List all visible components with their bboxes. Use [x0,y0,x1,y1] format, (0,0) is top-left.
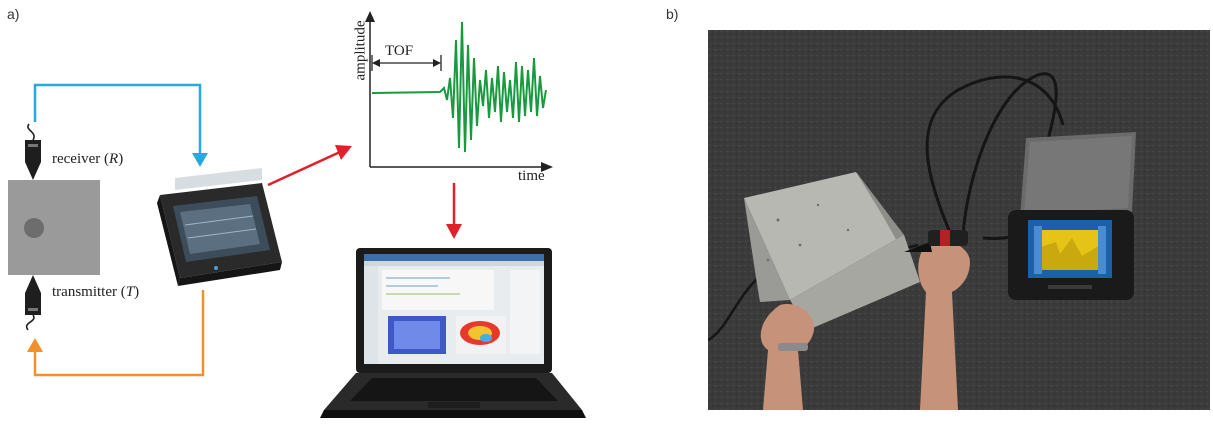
panel-a-diagram [8,11,553,377]
panel-label-b: b) [666,6,679,22]
transmitter-label: transmitter (T) [52,284,140,300]
field-photo [708,30,1210,410]
transmitter-transducer [25,275,41,331]
receiver-transducer [25,123,41,180]
waveform-signal [371,21,547,153]
tof-label: TOF [385,43,414,59]
orange-arrow-head [27,338,43,352]
ultrasonic-device [157,168,282,286]
specimen-block [8,180,100,275]
red-arrow-head-1 [335,145,352,160]
specimen-defect [24,218,44,238]
cable [925,75,1065,241]
panel-label-a: a) [7,6,20,22]
blue-arrow-head [192,153,208,167]
receiver-label: receiver (R) [52,151,124,167]
concrete-cube [744,172,920,330]
ultrasonic-device-photo [1008,132,1136,300]
red-arrow-head-2 [446,224,462,239]
time-axis-label: time [518,168,545,184]
laptop-illustration [320,248,586,418]
handheld-transducer [904,230,968,252]
left-hand [760,304,815,410]
transmitter-excitation-path [33,290,205,377]
receiver-signal-path [33,83,202,155]
device-to-waveform-arrow [267,150,341,187]
cable [961,72,1058,236]
